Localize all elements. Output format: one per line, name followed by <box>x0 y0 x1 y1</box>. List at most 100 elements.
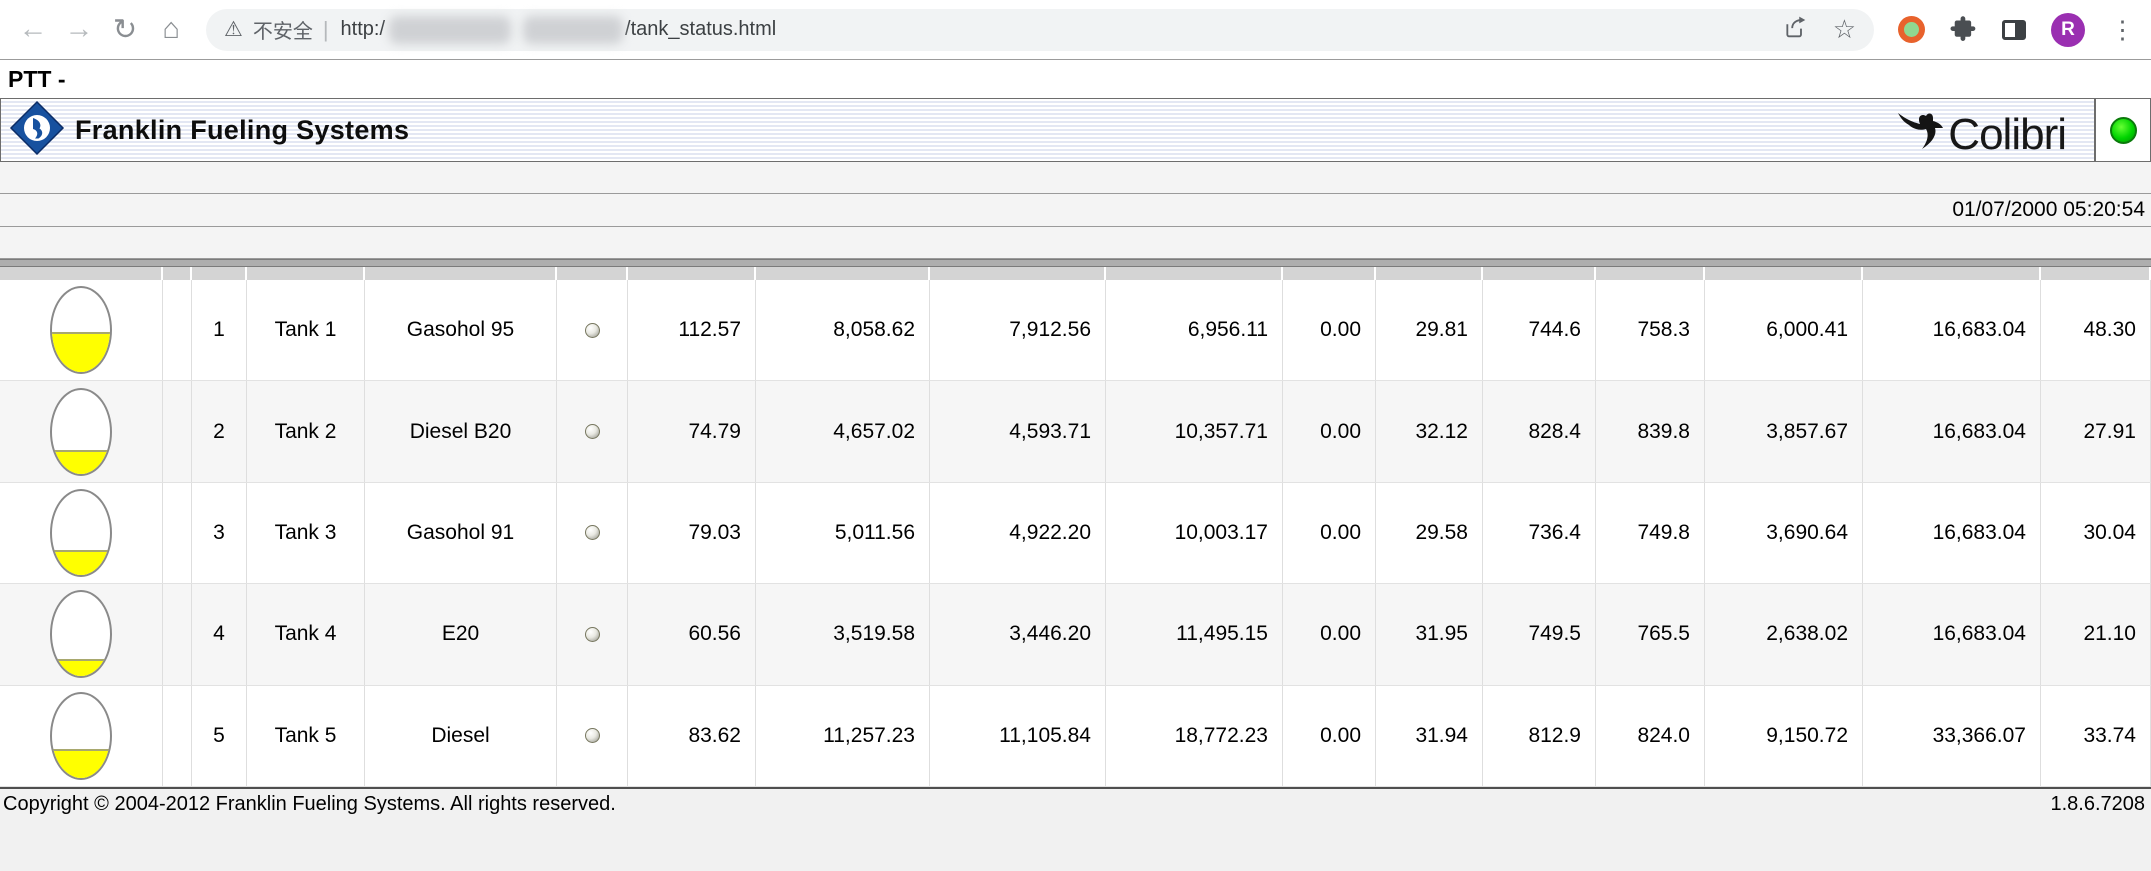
value-cell: 112.57 <box>628 280 756 381</box>
value-cell: 3,519.58 <box>756 584 930 685</box>
tank-level-icon <box>50 387 112 476</box>
table-header-cell <box>1283 267 1376 280</box>
product-icon-cell <box>557 584 628 685</box>
home-icon[interactable]: ⌂ <box>162 13 180 45</box>
value-cell: 32.12 <box>1376 381 1483 482</box>
tank-name-cell: Tank 5 <box>247 685 365 786</box>
colibri-logo-text: Colibri <box>1948 110 2067 160</box>
value-cell: 765.5 <box>1596 584 1705 685</box>
value-cell: 4,922.20 <box>930 482 1106 584</box>
spacer-cell <box>163 280 192 381</box>
value-cell: 7,912.56 <box>930 280 1106 381</box>
url-scheme: http:/ <box>340 18 386 40</box>
extension-badge-icon[interactable] <box>1898 16 1925 43</box>
back-icon[interactable]: ← <box>18 13 48 45</box>
value-cell: 736.4 <box>1483 482 1596 584</box>
value-cell: 6,956.11 <box>1106 280 1283 381</box>
tank-fill-level <box>52 658 110 677</box>
not-secure-warning-icon[interactable]: ⚠ <box>224 18 243 41</box>
value-cell: 74.79 <box>628 381 756 482</box>
value-cell: 6,000.41 <box>1705 280 1863 381</box>
table-header-cell <box>1596 267 1705 280</box>
franklin-fueling-logo-icon <box>9 100 65 161</box>
table-header-cell <box>163 267 192 280</box>
spacer-cell <box>163 482 192 584</box>
tank-fill-level <box>52 749 110 778</box>
share-icon[interactable] <box>1783 14 1809 46</box>
value-cell: 5,011.56 <box>756 482 930 584</box>
site-header: Franklin Fueling Systems Colibri <box>0 98 2151 162</box>
extensions-puzzle-icon[interactable] <box>1950 14 1977 46</box>
tank-fill-level <box>52 450 110 474</box>
browser-menu-icon[interactable]: ⋮ <box>2110 15 2135 44</box>
value-cell: 16,683.04 <box>1863 584 2041 685</box>
table-header-cell <box>756 267 930 280</box>
value-cell: 839.8 <box>1596 381 1705 482</box>
table-header-cell <box>0 267 163 280</box>
tank-number-cell: 1 <box>192 280 247 381</box>
product-name-cell: E20 <box>365 584 557 685</box>
table-header-cell <box>2041 267 2151 280</box>
value-cell: 749.5 <box>1483 584 1596 685</box>
value-cell: 824.0 <box>1596 685 1705 786</box>
table-header-cell <box>930 267 1106 280</box>
product-name-cell: Gasohol 91 <box>365 482 557 584</box>
hummingbird-icon <box>1896 111 1948 162</box>
forward-icon[interactable]: → <box>64 13 94 45</box>
tank-level-cell <box>0 381 163 482</box>
product-ball-icon <box>584 626 600 642</box>
table-header-cell <box>365 267 557 280</box>
product-icon-cell <box>557 280 628 381</box>
value-cell: 29.81 <box>1376 280 1483 381</box>
value-cell: 812.9 <box>1483 685 1596 786</box>
table-header-cell <box>1376 267 1483 280</box>
redacted-host-blur <box>389 15 512 44</box>
spacer-cell <box>163 381 192 482</box>
tank-number-cell: 5 <box>192 685 247 786</box>
profile-avatar[interactable]: R <box>2051 12 2085 47</box>
table-header-cell <box>1863 267 2041 280</box>
side-panel-icon[interactable] <box>2002 19 2026 40</box>
status-light-green-icon <box>2109 116 2137 144</box>
value-cell: 9,150.72 <box>1705 685 1863 786</box>
value-cell: 758.3 <box>1596 280 1705 381</box>
value-cell: 749.8 <box>1596 482 1705 584</box>
product-name-cell: Diesel B20 <box>365 381 557 482</box>
tank-level-icon <box>50 691 112 780</box>
value-cell: 828.4 <box>1483 381 1596 482</box>
tank-fill-level <box>52 549 110 575</box>
value-cell: 11,257.23 <box>756 685 930 786</box>
tank-level-cell <box>0 280 163 381</box>
value-cell: 11,105.84 <box>930 685 1106 786</box>
value-cell: 29.58 <box>1376 482 1483 584</box>
product-ball-icon <box>584 525 600 541</box>
table-header-cell <box>1705 267 1863 280</box>
value-cell: 3,857.67 <box>1705 381 1863 482</box>
tank-name-cell: Tank 3 <box>247 482 365 584</box>
value-cell: 18,772.23 <box>1106 685 1283 786</box>
table-header-cell <box>557 267 628 280</box>
value-cell: 33.74 <box>2041 685 2151 786</box>
value-cell: 31.94 <box>1376 685 1483 786</box>
url-divider: | <box>322 16 329 42</box>
tank-level-cell <box>0 685 163 786</box>
value-cell: 4,593.71 <box>930 381 1106 482</box>
spacer-cell <box>163 584 192 685</box>
value-cell: 30.04 <box>2041 482 2151 584</box>
value-cell: 83.62 <box>628 685 756 786</box>
table-row: 3 Tank 3 Gasohol 91 79.03 5,011.56 4,922.20 10… <box>0 482 2151 585</box>
horizontal-scrollbar[interactable] <box>0 259 2151 267</box>
version-number: 1.8.6.7208 <box>2050 793 2145 815</box>
value-cell: 0.00 <box>1283 685 1376 786</box>
address-bar[interactable]: ⚠ 不安全 | http:/ /tank_status.html ☆ <box>206 8 1874 51</box>
table-header-cell <box>628 267 756 280</box>
tank-table-body: 1 Tank 1 Gasohol 95 112.57 8,058.62 7,912.56 6… <box>0 280 2151 787</box>
connection-status-cell <box>2095 98 2151 162</box>
value-cell: 48.30 <box>2041 280 2151 381</box>
reload-icon[interactable]: ↻ <box>112 14 138 46</box>
browser-actions: R ⋮ <box>1888 12 2151 47</box>
value-cell: 3,446.20 <box>930 584 1106 685</box>
product-name-cell: Diesel <box>365 685 557 786</box>
value-cell: 0.00 <box>1283 584 1376 685</box>
bookmark-star-icon[interactable]: ☆ <box>1832 14 1856 44</box>
